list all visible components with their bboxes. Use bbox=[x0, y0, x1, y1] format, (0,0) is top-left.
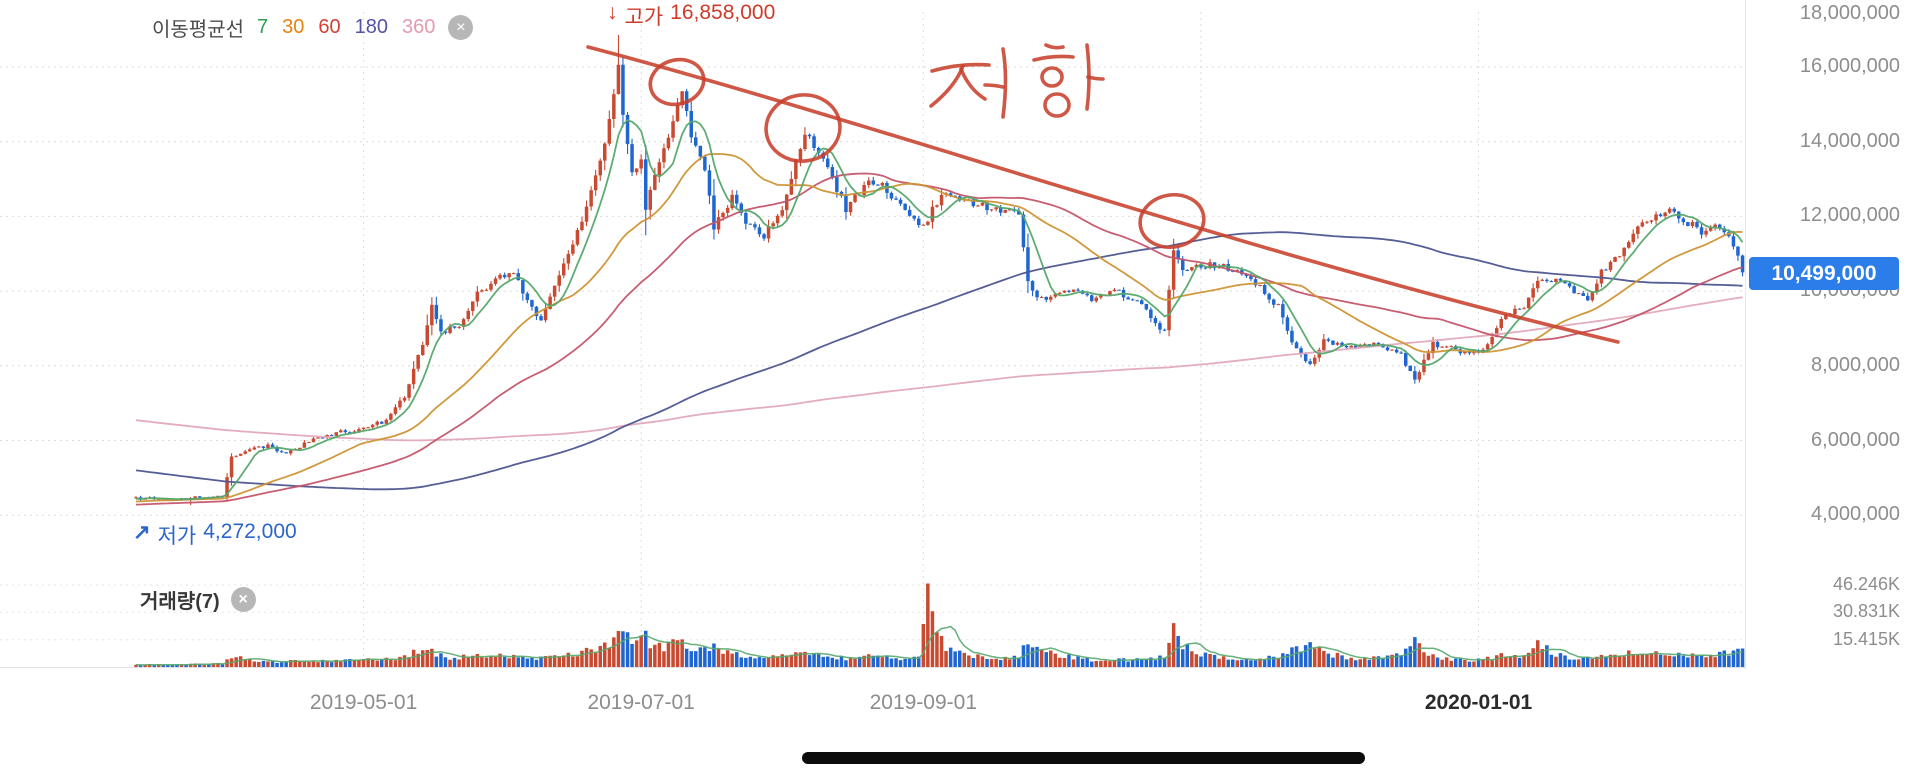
ma-period-7: 7 bbox=[257, 16, 269, 38]
volume-legend[interactable]: 거래량(7) × bbox=[140, 585, 256, 614]
ma-period-60: 60 bbox=[318, 16, 341, 38]
up-arrow-icon: ↗ bbox=[133, 521, 151, 544]
home-indicator[interactable] bbox=[802, 752, 1365, 764]
price-axis-label: 14,000,000 bbox=[1799, 129, 1900, 152]
price-axis-label: 4,000,000 bbox=[1811, 503, 1900, 526]
ma-period-list: 7 30 60 180 360 bbox=[257, 16, 435, 39]
volume-ma-line bbox=[135, 625, 1743, 666]
close-icon: × bbox=[238, 590, 248, 608]
price-axis-label: 12,000,000 bbox=[1799, 204, 1900, 227]
down-arrow-icon: ↓ bbox=[607, 1, 618, 24]
ma-line-7 bbox=[136, 119, 1744, 501]
candles-up bbox=[134, 35, 1717, 505]
date-axis-label: 2019-05-01 bbox=[309, 691, 418, 714]
axis-separator bbox=[1745, 0, 1746, 670]
price-axis-label: 8,000,000 bbox=[1811, 353, 1900, 376]
volume-bars-up bbox=[134, 583, 1717, 667]
ma-legend-close-button[interactable]: × bbox=[448, 15, 474, 40]
volume-axis-label: 15.415K bbox=[1832, 628, 1900, 649]
volume-legend-close-button[interactable]: × bbox=[230, 587, 256, 612]
close-icon: × bbox=[456, 18, 466, 36]
volume-legend-title: 거래량(7) bbox=[140, 591, 220, 613]
low-price-marker: ↗ 저가 4,272,000 bbox=[133, 520, 297, 550]
date-axis-label: 2020-01-01 bbox=[1424, 691, 1533, 714]
date-axis-label: 2019-09-01 bbox=[869, 691, 978, 714]
high-price-marker: ↓ 고가 16,858,000 bbox=[607, 1, 775, 31]
volume-axis-label: 46.246K bbox=[1832, 574, 1900, 594]
price-axis-label: 16,000,000 bbox=[1799, 55, 1900, 77]
candles-down bbox=[138, 57, 1745, 502]
ma-period-360: 360 bbox=[402, 16, 436, 38]
ma-legend[interactable]: 이동평균선 7 30 60 180 360 × bbox=[152, 13, 474, 42]
volume-axis-label: 30.831K bbox=[1832, 601, 1900, 622]
low-price-value: 4,272,000 bbox=[203, 520, 297, 543]
ma-line-180 bbox=[135, 231, 1743, 491]
low-price-label: 저가 bbox=[157, 525, 197, 548]
plot-area bbox=[134, 35, 1745, 667]
date-axis-label: 2019-07-01 bbox=[587, 691, 695, 714]
current-price-badge: 10,499,000 bbox=[1749, 257, 1899, 290]
high-price-value: 16,858,000 bbox=[670, 1, 776, 24]
ma-legend-title: 이동평균선 bbox=[152, 19, 244, 41]
ma-period-30: 30 bbox=[282, 16, 305, 38]
high-price-label: 고가 bbox=[624, 6, 664, 29]
price-axis-label: 18,000,000 bbox=[1799, 2, 1900, 24]
price-axis-label: 6,000,000 bbox=[1811, 428, 1900, 451]
ma-period-180: 180 bbox=[354, 16, 388, 38]
